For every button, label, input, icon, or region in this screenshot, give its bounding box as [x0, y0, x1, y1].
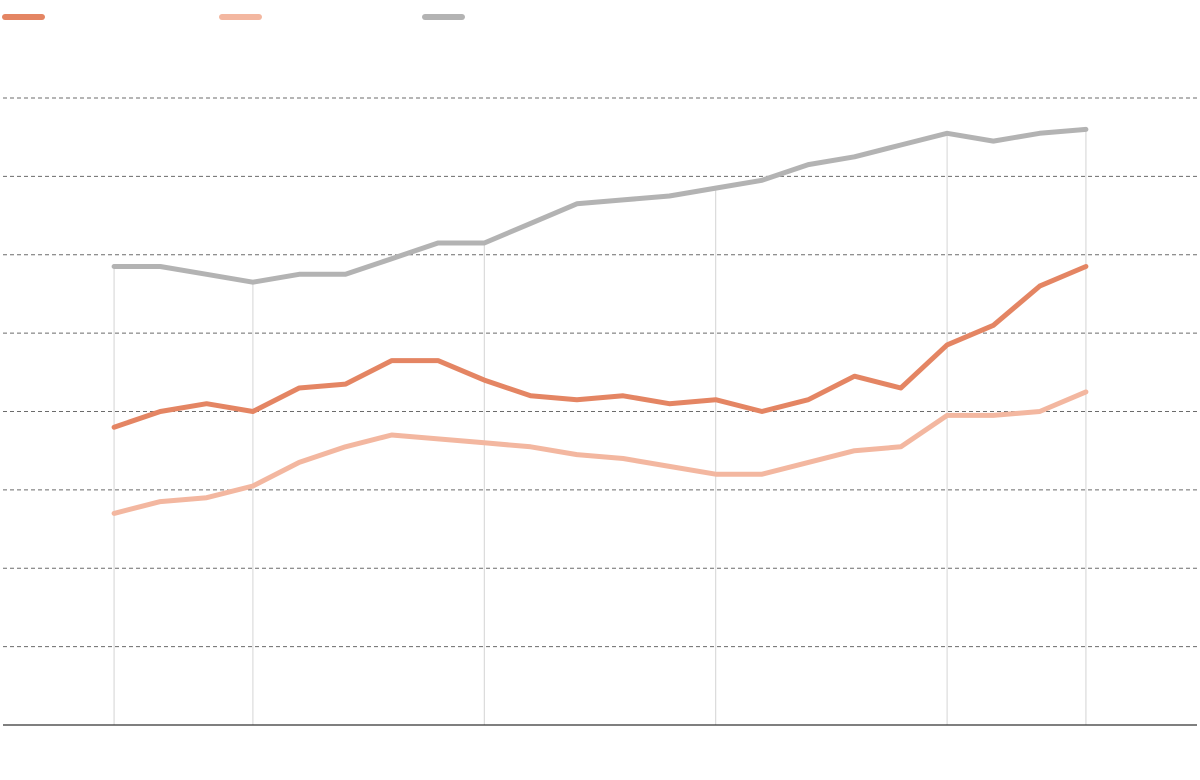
horizontal-gridlines [3, 97, 1197, 648]
series-line-3 [111, 126, 1089, 285]
vertical-gridlines [113, 129, 1087, 725]
series-line-2 [111, 389, 1089, 516]
series-line-1 [111, 264, 1089, 430]
series-lines [111, 126, 1089, 516]
